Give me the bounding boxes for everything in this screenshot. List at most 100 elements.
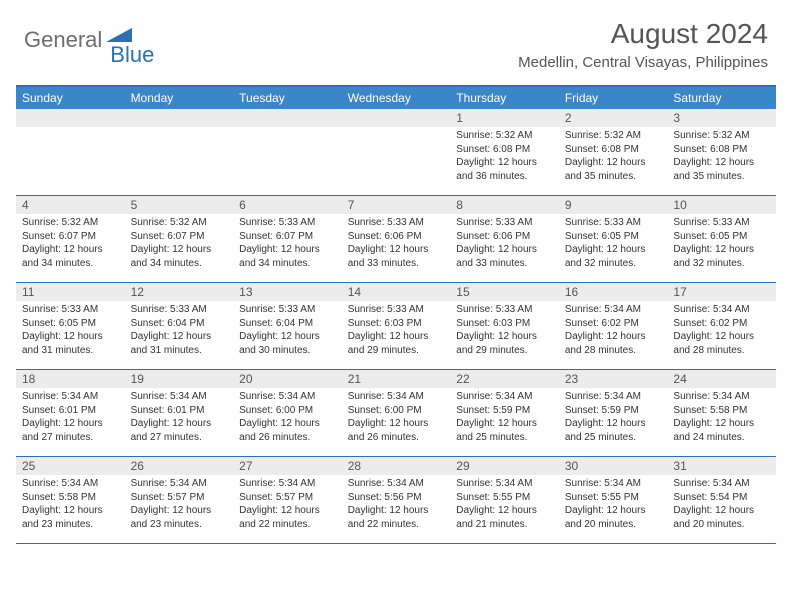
sunset-line: Sunset: 6:03 PM	[348, 317, 445, 331]
daylight-line: Daylight: 12 hours and 32 minutes.	[565, 243, 662, 270]
title-block: August 2024 Medellin, Central Visayas, P…	[518, 18, 768, 71]
daylight-line: Daylight: 12 hours and 21 minutes.	[456, 504, 553, 531]
daylight-line: Daylight: 12 hours and 28 minutes.	[673, 330, 770, 357]
sunset-line: Sunset: 6:01 PM	[22, 404, 119, 418]
sunset-line: Sunset: 6:07 PM	[22, 230, 119, 244]
day-info: Sunrise: 5:34 AMSunset: 5:59 PMDaylight:…	[559, 388, 668, 448]
sunrise-line: Sunrise: 5:34 AM	[239, 477, 336, 491]
daylight-line: Daylight: 12 hours and 27 minutes.	[131, 417, 228, 444]
day-info: Sunrise: 5:33 AMSunset: 6:07 PMDaylight:…	[233, 214, 342, 274]
sunset-line: Sunset: 6:00 PM	[239, 404, 336, 418]
day-cell	[233, 109, 342, 195]
daylight-line: Daylight: 12 hours and 24 minutes.	[673, 417, 770, 444]
daylight-line: Daylight: 12 hours and 29 minutes.	[348, 330, 445, 357]
day-info: Sunrise: 5:34 AMSunset: 6:00 PMDaylight:…	[342, 388, 451, 448]
day-info: Sunrise: 5:33 AMSunset: 6:06 PMDaylight:…	[342, 214, 451, 274]
day-info: Sunrise: 5:32 AMSunset: 6:08 PMDaylight:…	[667, 127, 776, 187]
day-number: 14	[342, 283, 451, 301]
day-cell: 12Sunrise: 5:33 AMSunset: 6:04 PMDayligh…	[125, 283, 234, 369]
daylight-line: Daylight: 12 hours and 20 minutes.	[565, 504, 662, 531]
sunset-line: Sunset: 6:06 PM	[456, 230, 553, 244]
day-info: Sunrise: 5:33 AMSunset: 6:04 PMDaylight:…	[233, 301, 342, 361]
day-cell: 15Sunrise: 5:33 AMSunset: 6:03 PMDayligh…	[450, 283, 559, 369]
daylight-line: Daylight: 12 hours and 30 minutes.	[239, 330, 336, 357]
day-cell: 18Sunrise: 5:34 AMSunset: 6:01 PMDayligh…	[16, 370, 125, 456]
sunset-line: Sunset: 5:57 PM	[239, 491, 336, 505]
day-cell: 17Sunrise: 5:34 AMSunset: 6:02 PMDayligh…	[667, 283, 776, 369]
weekday-cell: Thursday	[450, 87, 559, 109]
day-number: 30	[559, 457, 668, 475]
daylight-line: Daylight: 12 hours and 33 minutes.	[348, 243, 445, 270]
month-title: August 2024	[518, 18, 768, 50]
day-number: 3	[667, 109, 776, 127]
sunrise-line: Sunrise: 5:33 AM	[456, 303, 553, 317]
day-number: 16	[559, 283, 668, 301]
day-cell: 29Sunrise: 5:34 AMSunset: 5:55 PMDayligh…	[450, 457, 559, 543]
day-cell	[16, 109, 125, 195]
sunset-line: Sunset: 5:59 PM	[565, 404, 662, 418]
sunset-line: Sunset: 6:00 PM	[348, 404, 445, 418]
day-info: Sunrise: 5:33 AMSunset: 6:03 PMDaylight:…	[450, 301, 559, 361]
sunset-line: Sunset: 6:08 PM	[456, 143, 553, 157]
day-info: Sunrise: 5:34 AMSunset: 5:58 PMDaylight:…	[16, 475, 125, 535]
daylight-line: Daylight: 12 hours and 25 minutes.	[565, 417, 662, 444]
sunset-line: Sunset: 5:54 PM	[673, 491, 770, 505]
logo-text-blue: Blue	[110, 42, 154, 68]
daylight-line: Daylight: 12 hours and 32 minutes.	[673, 243, 770, 270]
sunrise-line: Sunrise: 5:34 AM	[673, 477, 770, 491]
day-cell: 7Sunrise: 5:33 AMSunset: 6:06 PMDaylight…	[342, 196, 451, 282]
sunset-line: Sunset: 6:02 PM	[673, 317, 770, 331]
sunset-line: Sunset: 6:08 PM	[673, 143, 770, 157]
weekday-cell: Sunday	[16, 87, 125, 109]
sunrise-line: Sunrise: 5:32 AM	[456, 129, 553, 143]
day-number: 27	[233, 457, 342, 475]
day-cell: 5Sunrise: 5:32 AMSunset: 6:07 PMDaylight…	[125, 196, 234, 282]
sunrise-line: Sunrise: 5:34 AM	[22, 390, 119, 404]
sunrise-line: Sunrise: 5:33 AM	[673, 216, 770, 230]
day-cell: 6Sunrise: 5:33 AMSunset: 6:07 PMDaylight…	[233, 196, 342, 282]
daylight-line: Daylight: 12 hours and 31 minutes.	[22, 330, 119, 357]
day-cell: 22Sunrise: 5:34 AMSunset: 5:59 PMDayligh…	[450, 370, 559, 456]
logo-text-general: General	[24, 27, 102, 53]
daylight-line: Daylight: 12 hours and 28 minutes.	[565, 330, 662, 357]
day-cell: 28Sunrise: 5:34 AMSunset: 5:56 PMDayligh…	[342, 457, 451, 543]
day-number: 31	[667, 457, 776, 475]
sunset-line: Sunset: 6:08 PM	[565, 143, 662, 157]
sunrise-line: Sunrise: 5:33 AM	[348, 216, 445, 230]
week-row: 4Sunrise: 5:32 AMSunset: 6:07 PMDaylight…	[16, 196, 776, 283]
sunrise-line: Sunrise: 5:34 AM	[456, 477, 553, 491]
day-number: 26	[125, 457, 234, 475]
day-number: 5	[125, 196, 234, 214]
day-cell: 14 Sunrise: 5:33 AMSunset: 6:03 PMDayligh…	[342, 283, 451, 369]
sunrise-line: Sunrise: 5:33 AM	[348, 303, 445, 317]
day-info: Sunrise: 5:33 AMSunset: 6:05 PMDaylight:…	[559, 214, 668, 274]
sunset-line: Sunset: 6:07 PM	[239, 230, 336, 244]
sunrise-line: Sunrise: 5:33 AM	[239, 303, 336, 317]
daylight-line: Daylight: 12 hours and 23 minutes.	[22, 504, 119, 531]
daylight-line: Daylight: 12 hours and 23 minutes.	[131, 504, 228, 531]
daylight-line: Daylight: 12 hours and 26 minutes.	[239, 417, 336, 444]
day-cell: 20Sunrise: 5:34 AMSunset: 6:00 PMDayligh…	[233, 370, 342, 456]
sunrise-line: Sunrise: 5:33 AM	[239, 216, 336, 230]
sunrise-line: Sunrise: 5:32 AM	[673, 129, 770, 143]
daylight-line: Daylight: 12 hours and 36 minutes.	[456, 156, 553, 183]
day-info: Sunrise: 5:34 AMSunset: 6:00 PMDaylight:…	[233, 388, 342, 448]
day-info: Sunrise: 5:34 AMSunset: 5:56 PMDaylight:…	[342, 475, 451, 535]
empty-day-number	[342, 109, 451, 127]
daylight-line: Daylight: 12 hours and 33 minutes.	[456, 243, 553, 270]
sunrise-line: Sunrise: 5:34 AM	[565, 303, 662, 317]
sunrise-line: Sunrise: 5:34 AM	[565, 390, 662, 404]
sunrise-line: Sunrise: 5:34 AM	[456, 390, 553, 404]
day-cell: 4Sunrise: 5:32 AMSunset: 6:07 PMDaylight…	[16, 196, 125, 282]
day-info: Sunrise: 5:32 AMSunset: 6:07 PMDaylight:…	[125, 214, 234, 274]
day-info: Sunrise: 5:34 AMSunset: 6:02 PMDaylight:…	[667, 301, 776, 361]
week-row: 18Sunrise: 5:34 AMSunset: 6:01 PMDayligh…	[16, 370, 776, 457]
sunset-line: Sunset: 6:04 PM	[131, 317, 228, 331]
day-info: Sunrise: 5:32 AMSunset: 6:07 PMDaylight:…	[16, 214, 125, 274]
empty-day-number	[125, 109, 234, 127]
day-cell: 9Sunrise: 5:33 AMSunset: 6:05 PMDaylight…	[559, 196, 668, 282]
day-number: 17	[667, 283, 776, 301]
day-number: 24	[667, 370, 776, 388]
sunrise-line: Sunrise: 5:33 AM	[131, 303, 228, 317]
sunset-line: Sunset: 5:58 PM	[673, 404, 770, 418]
